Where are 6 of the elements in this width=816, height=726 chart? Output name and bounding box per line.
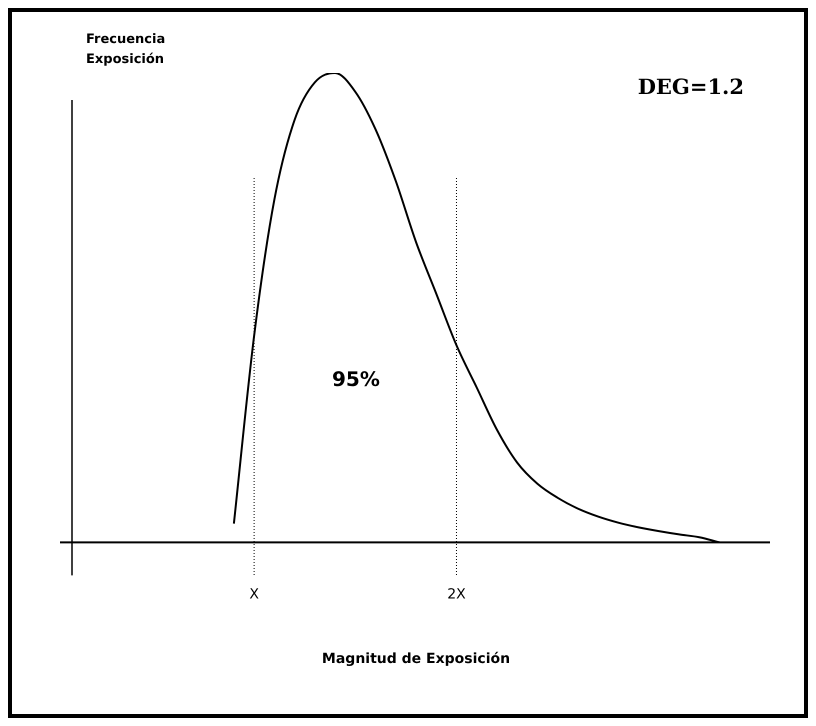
x-tick-label: 2X	[447, 586, 466, 602]
annotation: DEG=1.2	[638, 74, 744, 99]
annotation: 95%	[332, 367, 380, 391]
x-axis-title: Magnitud de Exposición	[322, 651, 510, 668]
x-tick-label: X	[249, 586, 260, 602]
y-axis-title: Frecuencia Exposición	[86, 31, 166, 69]
